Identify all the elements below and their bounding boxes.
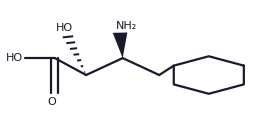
Polygon shape	[113, 33, 127, 58]
Text: HO: HO	[55, 23, 73, 33]
Text: O: O	[48, 97, 57, 107]
Text: NH₂: NH₂	[116, 21, 137, 31]
Text: HO: HO	[6, 53, 23, 63]
